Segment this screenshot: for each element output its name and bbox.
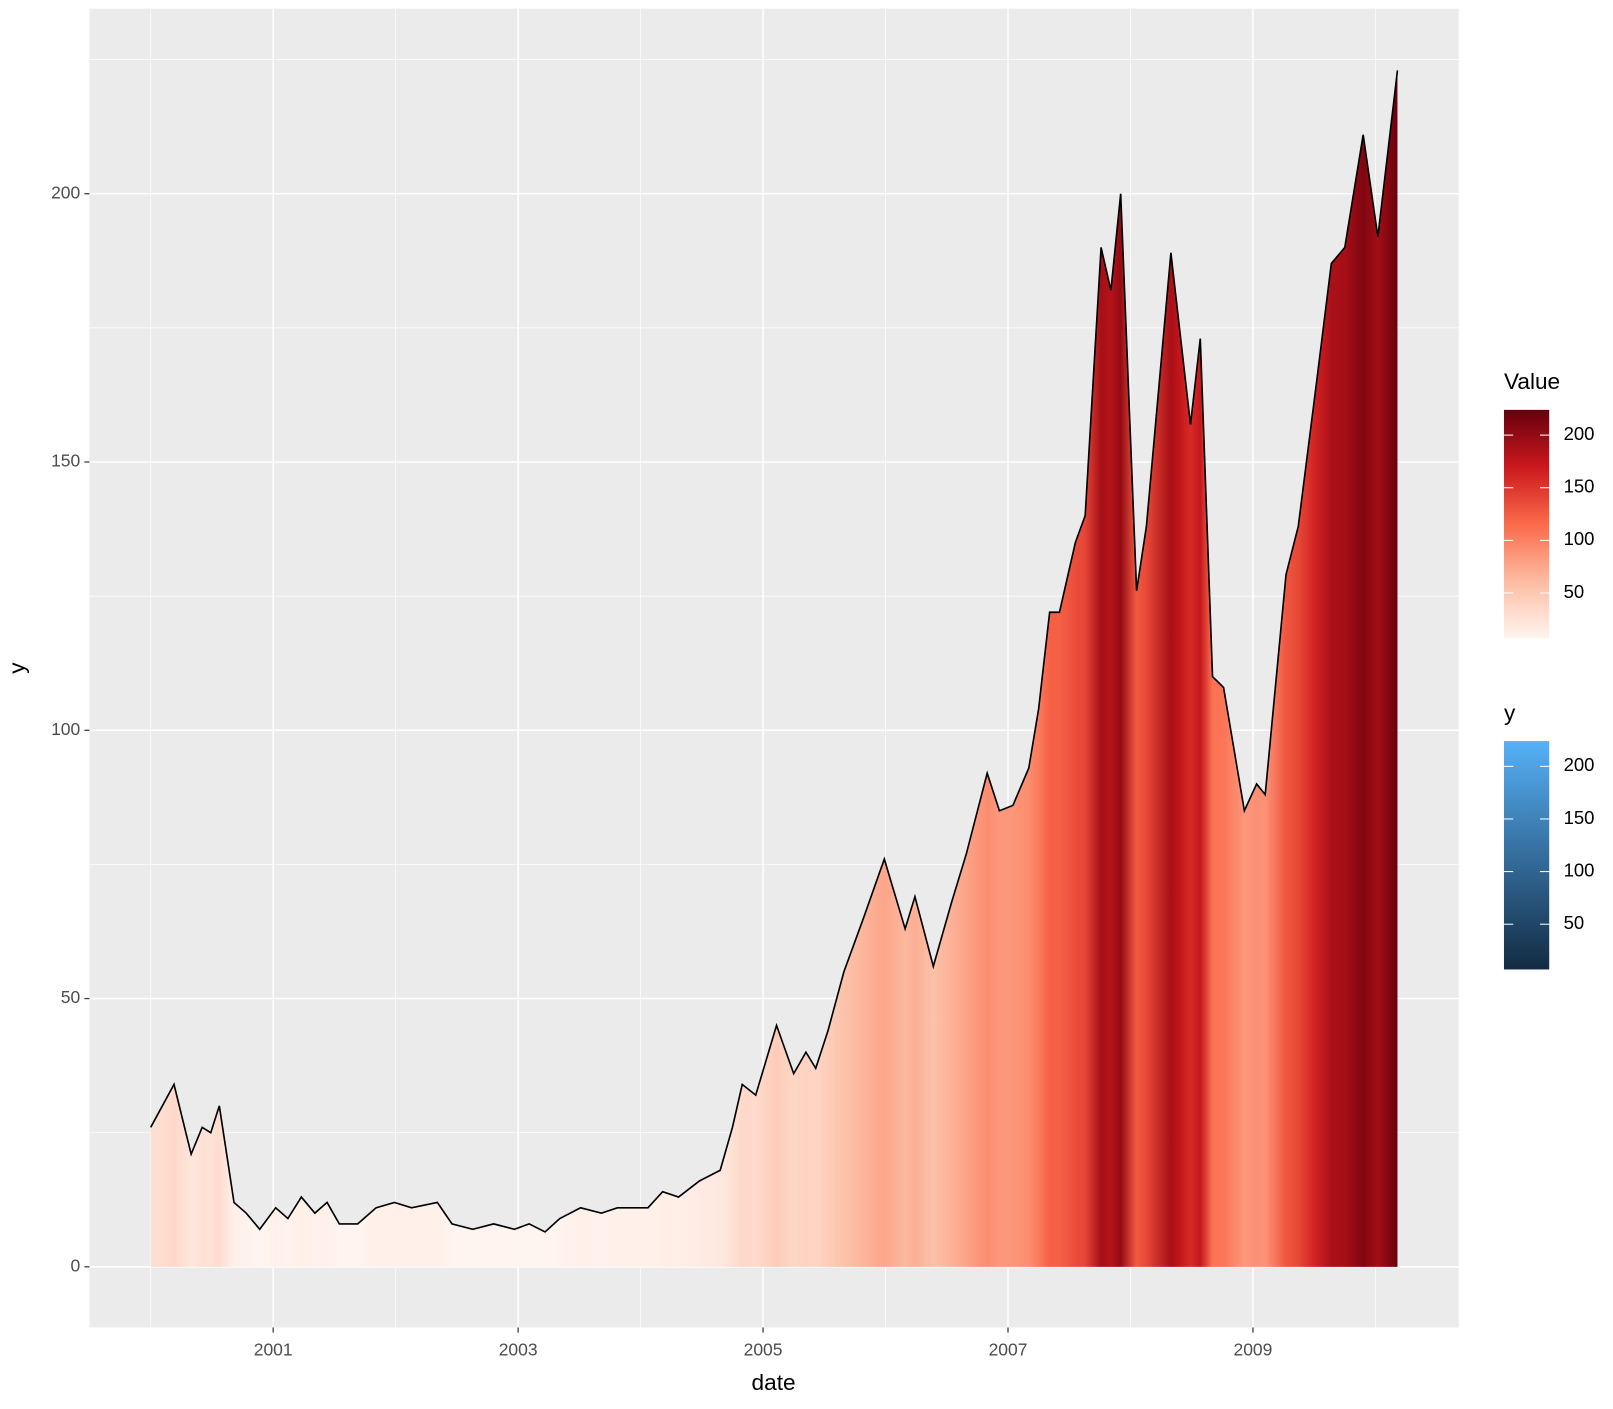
legend-label: 150	[1564, 476, 1595, 497]
area	[150, 70, 1398, 1267]
y-tick-label: 200	[51, 182, 80, 202]
line	[150, 70, 1399, 1233]
y-tick-label: 100	[51, 719, 80, 739]
y-tick-label: 0	[71, 1255, 81, 1275]
x-tick-label: 2005	[744, 1340, 783, 1360]
legend-label: 200	[1564, 423, 1595, 444]
legend-label: 50	[1564, 912, 1585, 933]
x-tick-label: 2007	[989, 1340, 1028, 1360]
legend-title: y	[1504, 700, 1516, 725]
x-axis-title: date	[752, 1370, 796, 1395]
y-axis-title: y	[5, 662, 30, 674]
colorbar	[1503, 409, 1550, 639]
y-tick-label: 50	[61, 987, 81, 1007]
y-tick-label: 150	[51, 451, 80, 471]
x-tick-label: 2001	[254, 1340, 293, 1360]
legend-label: 50	[1564, 581, 1585, 602]
legend-title: Value	[1504, 369, 1560, 394]
legend-label: 150	[1564, 807, 1595, 828]
x-tick-label: 2009	[1234, 1340, 1273, 1360]
x-tick-label: 2003	[499, 1340, 538, 1360]
legend-label: 100	[1564, 528, 1595, 549]
colorbar	[1503, 741, 1550, 970]
legend-label: 200	[1564, 754, 1595, 775]
legend-label: 100	[1564, 859, 1595, 880]
